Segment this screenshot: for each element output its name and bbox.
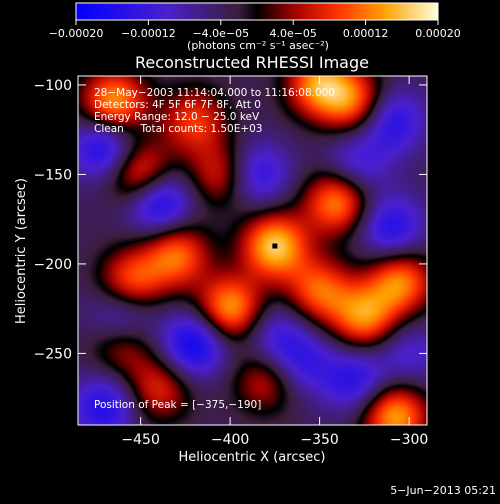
colorbar-tick-label: −4.0e−05 [192, 27, 249, 40]
x-tick-label: −400 [211, 432, 249, 448]
plot-frame [77, 75, 428, 426]
x-tick-label: −300 [390, 432, 428, 448]
info-counts: Clean Total counts: 1.50E+03 [94, 123, 263, 135]
info-detectors: Detectors: 4F 5F 6F 7F 8F, Att 0 [94, 99, 261, 111]
image-area [78, 76, 427, 425]
colorbar-tick-label: 0.00020 [415, 27, 461, 40]
peak-position-label: Position of Peak = [−375,−190] [94, 399, 261, 411]
x-tick-label: −350 [300, 432, 338, 448]
colorbar-strip [75, 2, 439, 21]
colorbar-tick-label: 0.00012 [343, 27, 389, 40]
x-tick-label: −450 [121, 432, 159, 448]
chart-title: Reconstructed RHESSI Image [135, 53, 369, 72]
colorbar-unit-label: (photons cm⁻² s⁻¹ asec⁻²) [187, 39, 329, 52]
y-tick-label: −150 [34, 167, 72, 183]
y-tick-label: −250 [34, 346, 72, 362]
colorbar-ticks: −0.00020 −0.00012 −4.0e−05 4.0e−05 0.00012 0.… [49, 20, 461, 40]
info-energy-range: Energy Range: 12.0 − 25.0 keV [94, 111, 260, 123]
colorbar-tick-label: 4.0e−05 [269, 27, 316, 40]
x-axis-ticks: −450 −400 −350 −300 [121, 76, 428, 448]
y-tick-label: −100 [34, 78, 72, 94]
colorbar: −0.00020 −0.00012 −4.0e−05 4.0e−05 0.00012 0.… [49, 2, 461, 52]
info-time-range: 28−May−2003 11:14:04.000 to 11:16:08.000 [94, 87, 335, 99]
flux-image [78, 76, 427, 425]
x-axis-label: Heliocentric X (arcsec) [179, 450, 326, 465]
observation-info: 28−May−2003 11:14:04.000 to 11:16:08.000… [94, 87, 335, 411]
y-axis-ticks: −100 −150 −200 −250 [34, 78, 427, 362]
peak-marker [272, 243, 278, 249]
y-axis-label: Heliocentric Y (arcsec) [14, 178, 29, 324]
y-tick-label: −200 [34, 257, 72, 273]
image-raster-container [78, 76, 427, 425]
colorbar-tick-label: −0.00012 [121, 27, 176, 40]
colorbar-tick-label: −0.00020 [49, 27, 104, 40]
plot-timestamp: 5−Jun−2013 05:21 [390, 484, 496, 497]
